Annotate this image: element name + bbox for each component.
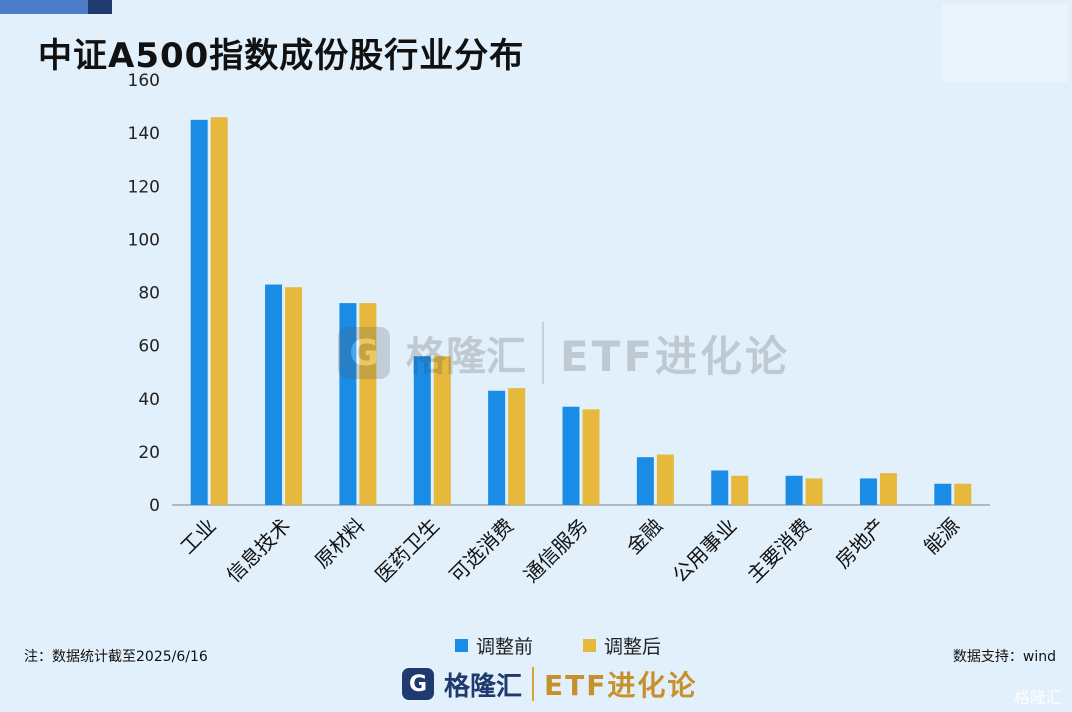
y-tick-label: 20 [138, 443, 160, 463]
data-source: 数据支持：wind [952, 649, 1056, 665]
bar-before-2 [339, 303, 357, 505]
center-watermark: G 格隆汇 ETF进化论 [338, 322, 790, 384]
bar-before-6 [636, 457, 654, 505]
bar-after-7 [731, 475, 749, 505]
bar-before-4 [488, 390, 506, 505]
y-tick-label: 100 [128, 230, 160, 250]
y-tick-label: 140 [128, 124, 160, 144]
bar-after-9 [879, 473, 897, 505]
legend-swatch-after [583, 639, 597, 652]
logo-icon: G [402, 668, 434, 700]
category-label: 可选消费 [445, 514, 519, 588]
bar-before-3 [413, 356, 431, 505]
chart-legend: 调整前 调整后 [455, 632, 661, 659]
category-label: 能源 [919, 514, 964, 559]
bar-before-8 [785, 475, 803, 505]
legend-swatch-before [455, 639, 468, 652]
category-label: 工业 [175, 514, 220, 559]
category-label: 主要消费 [742, 514, 816, 588]
bar-after-4 [508, 388, 526, 505]
brand-text: ETF进化论 [544, 669, 698, 702]
bar-before-10 [934, 483, 952, 505]
corner-overlay [942, 4, 1068, 82]
category-label: 原材料 [310, 514, 369, 573]
legend-item-before: 调整前 [455, 632, 533, 659]
bar-before-1 [265, 284, 283, 505]
bar-after-2 [359, 303, 377, 505]
legend-item-after: 调整后 [583, 632, 661, 659]
corner-watermark: 格隆汇 [1013, 688, 1062, 707]
bar-after-10 [954, 483, 972, 505]
bar-after-3 [433, 356, 451, 505]
y-tick-label: 80 [138, 284, 160, 304]
y-tick-label: 40 [138, 390, 160, 410]
y-tick-label: 160 [128, 71, 160, 91]
logo-text: 格隆汇 [444, 671, 523, 702]
category-label: 医药卫生 [370, 514, 444, 588]
watermark-cn: 格隆汇 [406, 334, 526, 380]
footer-logo: G 格隆汇 ETF进化论 [402, 664, 697, 704]
watermark-divider [542, 322, 544, 384]
bar-before-5 [562, 406, 580, 505]
footnote: 注：数据统计截至2025/6/16 [24, 649, 208, 665]
category-label: 公用事业 [668, 514, 742, 588]
bar-after-8 [805, 478, 823, 505]
bar-after-6 [656, 454, 674, 505]
y-tick-label: 120 [128, 177, 160, 197]
legend-label-after: 调整后 [604, 636, 662, 658]
bar-after-0 [210, 117, 228, 505]
watermark-logo-icon: G [338, 327, 390, 379]
bar-before-9 [859, 478, 877, 505]
bar-after-5 [582, 409, 600, 505]
top-accent-light [0, 0, 88, 14]
category-label: 房地产 [831, 514, 890, 573]
bar-before-0 [190, 119, 208, 505]
watermark-brand: ETF进化论 [560, 331, 791, 381]
bar-after-1 [285, 287, 303, 505]
category-label: 金融 [622, 514, 667, 559]
category-label: 信息技术 [222, 514, 296, 588]
category-label: 通信服务 [519, 514, 593, 588]
y-tick-label: 60 [138, 337, 160, 357]
chart-title: 中证A500指数成份股行业分布 [38, 36, 525, 76]
y-tick-label: 0 [149, 496, 160, 516]
logo-divider [532, 667, 535, 701]
legend-label-before: 调整前 [476, 636, 534, 658]
bar-before-7 [711, 470, 729, 505]
